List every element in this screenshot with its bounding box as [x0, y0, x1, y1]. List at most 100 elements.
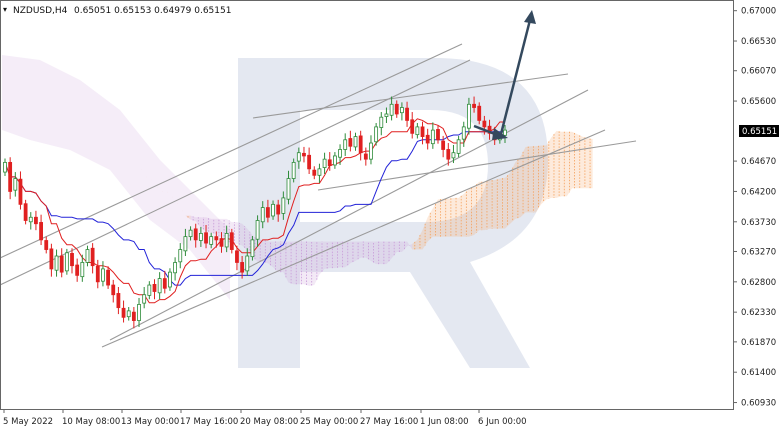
candle — [90, 243, 95, 274]
candle-body — [23, 203, 28, 221]
y-tick-label: 0.61870 — [741, 338, 776, 348]
candle — [240, 256, 245, 279]
candle — [317, 163, 322, 184]
candle-body — [420, 126, 425, 137]
candle — [456, 135, 461, 158]
candle-body — [54, 255, 59, 271]
ohlc-values: 0.65051 0.65153 0.64979 0.65151 — [74, 6, 231, 16]
candle — [430, 122, 435, 149]
candle-body — [379, 116, 384, 128]
candle-body — [441, 140, 446, 150]
candle — [255, 215, 260, 247]
candle-body — [250, 239, 255, 258]
candle — [291, 158, 296, 183]
candle-body — [178, 249, 183, 263]
cloud-segment — [200, 217, 207, 231]
candle — [281, 191, 286, 220]
candle — [39, 214, 43, 246]
cloud-segment — [365, 241, 371, 261]
candle-body — [461, 126, 466, 140]
x-tick-label: 6 Jun 00:00 — [478, 417, 527, 427]
candle — [209, 232, 214, 249]
candle-body — [59, 255, 64, 273]
watermark-r-shape — [238, 58, 548, 368]
candle — [49, 243, 54, 277]
candle-body — [271, 203, 275, 217]
x-tick-label: 1 Jun 08:00 — [420, 417, 469, 427]
candle-body — [384, 113, 389, 117]
candle-body — [219, 238, 224, 247]
candle-body — [255, 220, 260, 240]
candle-body — [198, 233, 203, 241]
current-price-label: 0.65151 — [742, 127, 777, 137]
y-tick-label: 0.62330 — [741, 308, 776, 318]
candle — [18, 171, 23, 210]
candle — [332, 152, 337, 169]
cloud-segment — [566, 131, 573, 197]
candle-body — [111, 284, 116, 296]
candle — [379, 112, 384, 136]
candle — [44, 236, 49, 254]
trend-line — [109, 89, 589, 341]
candle-body — [265, 207, 270, 218]
candle — [23, 199, 28, 225]
candle — [503, 124, 507, 144]
candle-body — [456, 139, 461, 154]
candle-body — [472, 103, 476, 108]
candles — [3, 96, 507, 329]
candle-body — [467, 103, 471, 129]
candle — [70, 248, 74, 274]
y-tick-label: 0.63270 — [741, 247, 776, 257]
forecast-down-arrow-head — [492, 128, 508, 140]
candle — [394, 100, 399, 118]
x-tick-label: 5 May 2022 — [3, 417, 53, 427]
dropdown-triangle-icon: ▾ — [3, 5, 7, 14]
candle-body — [389, 103, 394, 116]
candle — [85, 245, 90, 267]
candle-body — [95, 265, 100, 283]
candle — [64, 248, 69, 275]
candle-body — [410, 119, 415, 134]
candle — [384, 107, 389, 124]
kijun-line — [4, 131, 505, 286]
candle — [34, 210, 38, 231]
candle — [54, 249, 59, 277]
candle — [142, 286, 147, 309]
y-tick-label: 0.64670 — [741, 157, 776, 167]
candle-body — [369, 142, 373, 160]
candle — [157, 272, 162, 300]
candle — [101, 261, 105, 287]
candle-body — [302, 152, 306, 157]
candle — [296, 147, 301, 169]
cloud-segment — [242, 223, 248, 251]
y-tick-label: 0.60930 — [741, 399, 776, 409]
candle-body — [142, 294, 147, 304]
candle — [162, 270, 167, 294]
candle — [147, 281, 152, 300]
cloud-segment — [319, 241, 325, 275]
candle — [28, 212, 33, 230]
candle-body — [18, 178, 23, 205]
cloud-segment — [360, 241, 366, 258]
candle — [482, 115, 487, 135]
trend-line — [317, 140, 637, 191]
candle-body — [209, 236, 214, 245]
y-axis: 0.67000 0.66530 0.66070 0.65600 0.64670 0.642… — [733, 7, 776, 409]
candle — [235, 245, 239, 271]
cloud-segment — [185, 215, 191, 220]
cloud-segment — [432, 199, 438, 237]
x-tick-label: 17 May 16:00 — [180, 417, 238, 427]
cloud-segment — [314, 241, 320, 286]
cloud-segment — [412, 239, 418, 250]
candle-body — [260, 207, 265, 223]
candle-body — [353, 136, 358, 148]
candle — [106, 266, 110, 289]
candle — [327, 152, 332, 171]
candle-body — [116, 293, 121, 309]
candle — [400, 102, 404, 121]
candle — [477, 102, 482, 125]
cloud-segment — [190, 215, 196, 222]
candle-body — [3, 161, 7, 173]
candle-body — [446, 149, 451, 160]
